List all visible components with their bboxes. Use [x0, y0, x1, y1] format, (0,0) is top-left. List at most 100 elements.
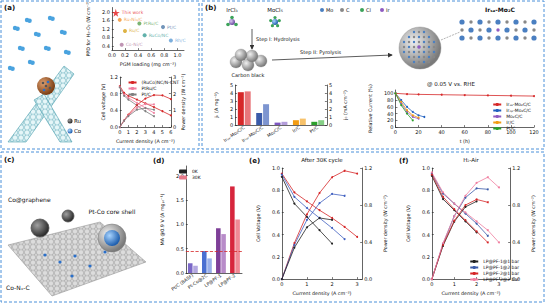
svg-text:40: 40: [438, 129, 444, 135]
svg-text:4: 4: [329, 90, 332, 96]
svg-text:Co: Co: [74, 128, 82, 134]
svg-text:2.0: 2.0: [102, 9, 110, 15]
svg-text:1: 1: [230, 114, 233, 120]
svg-text:1.0: 1.0: [422, 165, 430, 171]
svg-text:This work: This work: [121, 10, 144, 15]
svg-text:Rh/C: Rh/C: [175, 38, 186, 43]
svg-text:0.4: 0.4: [272, 232, 280, 238]
svg-text:MoCl₅: MoCl₅: [267, 7, 283, 13]
svg-text:0.4: 0.4: [512, 239, 520, 245]
svg-text:2: 2: [173, 91, 176, 97]
svg-text:(RuCo)NC/N-CNT: (RuCo)NC/N-CNT: [142, 80, 180, 85]
svg-text:1.2: 1.2: [102, 26, 110, 32]
svg-text:30K: 30K: [192, 175, 202, 180]
svg-text:LP@PF-2@2 bar: LP@PF-2@2 bar: [483, 277, 519, 282]
svg-text:LP@PF-1@1 bar: LP@PF-1@1 bar: [483, 259, 519, 264]
svg-text:Current density (A cm⁻²): Current density (A cm⁻²): [442, 291, 501, 296]
svg-text:Ir/C: Ir/C: [506, 120, 514, 125]
svg-text:100: 100: [384, 90, 394, 96]
svg-text:120: 120: [529, 129, 539, 135]
svg-text:0.2: 0.2: [422, 254, 430, 260]
svg-text:Ir: Ir: [386, 7, 390, 13]
svg-text:60: 60: [387, 104, 393, 110]
svg-text:0.0: 0.0: [364, 276, 372, 282]
svg-text:0.8: 0.8: [110, 91, 118, 97]
svg-text:1.2: 1.2: [512, 165, 520, 171]
svg-text:LP@PF-1@2 bar: LP@PF-1@2 bar: [483, 265, 519, 270]
svg-text:3: 3: [329, 98, 332, 104]
svg-text:Co-Ni/C: Co-Ni/C: [126, 42, 143, 47]
svg-text:Mo: Mo: [326, 7, 333, 13]
svg-text:0K: 0K: [192, 169, 199, 174]
svg-text:Ir/C: Ir/C: [292, 125, 301, 134]
svg-text:Carbon black: Carbon black: [232, 72, 265, 78]
svg-text:0.6: 0.6: [422, 209, 430, 215]
svg-text:Co-Nₓ-C: Co-Nₓ-C: [6, 284, 30, 291]
svg-text:0.4: 0.4: [102, 43, 110, 49]
svg-text:3: 3: [356, 281, 359, 287]
svg-text:(e): (e): [249, 157, 260, 165]
svg-text:Irₙₚ-Mo₂C/C: Irₙₚ-Mo₂C/C: [506, 108, 531, 113]
svg-text:Ru₇Ni₃/C: Ru₇Ni₃/C: [124, 17, 143, 22]
svg-text:2: 2: [330, 281, 333, 287]
svg-text:Irₛₐ-Mo₂C: Irₛₐ-Mo₂C: [485, 6, 515, 13]
svg-text:MA @0.9 V (A mgₚₜ⁻¹): MA @0.9 V (A mgₚₜ⁻¹): [160, 193, 165, 245]
svg-text:0: 0: [280, 281, 283, 287]
svg-text:0.8: 0.8: [364, 202, 372, 208]
svg-text:0.4: 0.4: [134, 52, 142, 58]
svg-text:PtRu/C: PtRu/C: [142, 86, 157, 91]
svg-text:PGM loading (mg cm⁻²): PGM loading (mg cm⁻²): [120, 62, 176, 67]
svg-text:(b): (b): [205, 4, 216, 12]
svg-text:Power density (W cm⁻²): Power density (W cm⁻²): [383, 195, 388, 252]
svg-text:0.2: 0.2: [121, 52, 129, 58]
svg-text:Pt-Co core shell: Pt-Co core shell: [89, 208, 136, 215]
svg-text:0: 0: [430, 281, 433, 287]
svg-text:Mo₂C/C: Mo₂C/C: [506, 114, 522, 119]
svg-text:0.8: 0.8: [272, 187, 280, 193]
svg-text:Cl: Cl: [366, 7, 371, 13]
svg-text:20: 20: [387, 117, 393, 123]
svg-text:After 30K cycle: After 30K cycle: [301, 157, 343, 164]
svg-text:Pt/C: Pt/C: [167, 25, 176, 30]
svg-text:RuCo/NC: RuCo/NC: [149, 33, 169, 38]
svg-text:40: 40: [387, 111, 393, 117]
svg-text:j₀ (mA cm⁻²): j₀ (mA cm⁻²): [343, 90, 348, 121]
svg-text:Relative Current (%): Relative Current (%): [368, 84, 373, 133]
svg-text:Ru: Ru: [74, 118, 81, 124]
svg-text:H₂-Air: H₂-Air: [463, 157, 479, 163]
svg-text:2: 2: [329, 106, 332, 112]
svg-text:0: 0: [118, 129, 121, 135]
svg-text:0.0: 0.0: [272, 276, 280, 282]
svg-text:2: 2: [230, 106, 233, 112]
svg-text:Cell Voltage (V): Cell Voltage (V): [256, 205, 261, 242]
svg-text:1: 1: [127, 129, 130, 135]
svg-text:5: 5: [230, 82, 233, 88]
svg-text:Mo₂C/C: Mo₂C/C: [266, 125, 282, 138]
svg-text:0: 0: [394, 129, 397, 135]
svg-text:LP@PF-2@1 bar: LP@PF-2@1 bar: [483, 271, 519, 276]
svg-text:Irₙₚ-Mo₂C/C: Irₙₚ-Mo₂C/C: [241, 125, 264, 143]
svg-text:0.8: 0.8: [422, 187, 430, 193]
svg-text:(f): (f): [399, 157, 408, 165]
svg-text:4: 4: [230, 90, 233, 96]
svg-text:(a): (a): [4, 4, 15, 12]
svg-text:0: 0: [329, 122, 332, 128]
svg-text:LP@PF-2: LP@PF-2: [218, 273, 237, 288]
svg-text:6: 6: [169, 129, 172, 135]
svg-text:Power density (W cm⁻²): Power density (W cm⁻²): [531, 195, 536, 252]
svg-text:0.4: 0.4: [422, 232, 430, 238]
svg-text:2: 2: [475, 281, 478, 287]
svg-text:0.8: 0.8: [512, 202, 520, 208]
svg-text:IrCl₃: IrCl₃: [226, 7, 237, 13]
svg-text:Cell Voltage (V): Cell Voltage (V): [406, 205, 411, 242]
svg-text:0.0: 0.0: [176, 270, 184, 276]
svg-text:0.0: 0.0: [110, 124, 118, 130]
svg-text:0.5: 0.5: [176, 246, 184, 252]
svg-text:0.2: 0.2: [272, 254, 280, 260]
svg-text:0: 0: [173, 124, 176, 130]
svg-text:1.5: 1.5: [176, 197, 184, 203]
svg-text:1.0: 1.0: [176, 221, 184, 227]
svg-text:1: 1: [305, 281, 308, 287]
svg-text:1: 1: [173, 107, 176, 113]
svg-text:4: 4: [152, 129, 155, 135]
